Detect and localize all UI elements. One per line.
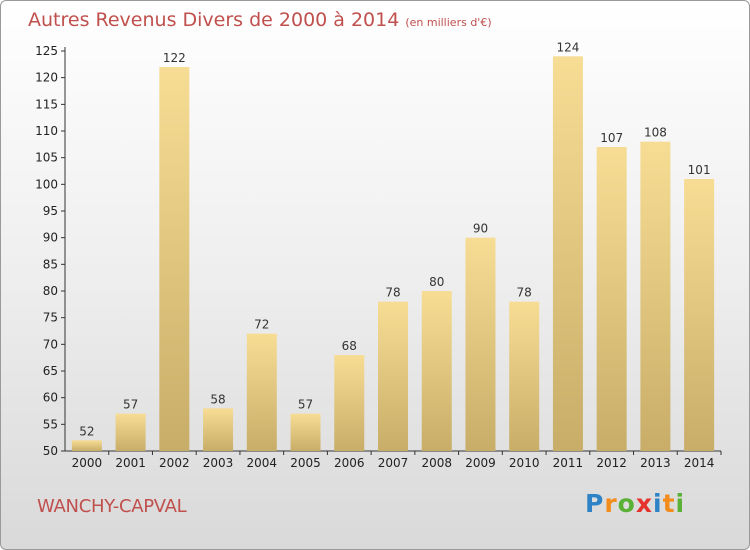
data-label: 57 (123, 398, 138, 412)
y-tick-label: 120 (35, 71, 58, 85)
bar-2001 (115, 413, 146, 451)
y-tick-label: 125 (35, 44, 58, 58)
bar-2007 (378, 301, 408, 451)
y-tick-label: 70 (43, 337, 58, 351)
x-tick-label: 2003 (203, 456, 234, 470)
bar-2009 (465, 237, 496, 451)
bar-2002 (159, 67, 190, 451)
bar-2008 (421, 291, 452, 451)
data-label: 58 (210, 392, 225, 406)
data-label: 57 (298, 398, 313, 412)
x-tick-label: 2012 (596, 456, 627, 470)
bar-2004 (246, 333, 277, 451)
data-label: 68 (342, 339, 357, 353)
x-tick-label: 2002 (159, 456, 190, 470)
bar-2013 (640, 141, 671, 451)
logo-letter: i (653, 489, 663, 518)
commune-name: WANCHY-CAPVAL (37, 496, 187, 517)
data-label: 80 (429, 275, 444, 289)
y-tick-label: 80 (43, 284, 58, 298)
logo-letter: P (585, 489, 605, 518)
y-tick-label: 85 (43, 257, 58, 271)
bar-2006 (334, 355, 365, 451)
y-tick-label: 65 (43, 364, 58, 378)
x-tick-label: 2011 (553, 456, 584, 470)
data-label: 78 (385, 286, 400, 300)
bar-2005 (290, 413, 321, 451)
x-tick-label: 2008 (421, 456, 452, 470)
data-label: 90 (473, 222, 488, 236)
chart-unit: (en milliers d'€) (405, 16, 492, 29)
data-labels: 52 57 122 58 72 57 68 78 80 90 78 124 107 108 101 (79, 40, 710, 438)
data-label: 108 (644, 126, 667, 140)
y-tick-label: 115 (35, 97, 58, 111)
data-label: 124 (556, 40, 579, 54)
y-tick-label: 55 (43, 417, 58, 431)
bars (71, 56, 715, 451)
y-tick-label: 100 (35, 177, 58, 191)
x-tick-label: 2006 (334, 456, 365, 470)
logo-letter: i (675, 489, 686, 518)
x-tick-label: 2004 (247, 456, 278, 470)
y-tick-label: 110 (35, 124, 58, 138)
y-tick-label: 90 (43, 231, 58, 245)
bar-2000 (71, 440, 102, 451)
proxiti-logo: Proxiti (585, 489, 685, 518)
x-tick-label: 2013 (640, 456, 671, 470)
x-tick-label: 2000 (72, 456, 103, 470)
bar-2003 (203, 408, 234, 451)
logo-letter: r (604, 489, 618, 518)
y-tick-label: 60 (43, 391, 58, 405)
logo-letter: o (617, 489, 636, 518)
y-tick-label: 95 (43, 204, 58, 218)
x-tick-label: 2010 (509, 456, 540, 470)
bar-2010 (509, 301, 540, 451)
data-label: 72 (254, 318, 269, 332)
chart-title-text: Autres Revenus Divers de 2000 à 2014 (28, 9, 400, 31)
x-tick-label: 2005 (290, 456, 321, 470)
logo-letter: t (662, 489, 676, 518)
y-tick-label: 105 (35, 151, 58, 165)
bar-2012 (596, 147, 627, 451)
bar-2011 (552, 56, 583, 451)
y-tick-label: 50 (43, 444, 58, 458)
data-label: 101 (688, 163, 711, 177)
x-tick-label: 2014 (684, 456, 715, 470)
data-label: 78 (517, 286, 532, 300)
data-label: 52 (79, 424, 94, 438)
data-label: 107 (600, 131, 623, 145)
logo-letter: x (635, 489, 653, 518)
x-tick-label: 2007 (378, 456, 409, 470)
bar-2014 (684, 179, 715, 451)
x-tick-label: 2001 (115, 456, 146, 470)
y-tick-label: 75 (43, 311, 58, 325)
data-label: 122 (163, 51, 186, 65)
chart-title: Autres Revenus Divers de 2000 à 2014 (en … (28, 9, 492, 31)
x-tick-label: 2009 (465, 456, 496, 470)
